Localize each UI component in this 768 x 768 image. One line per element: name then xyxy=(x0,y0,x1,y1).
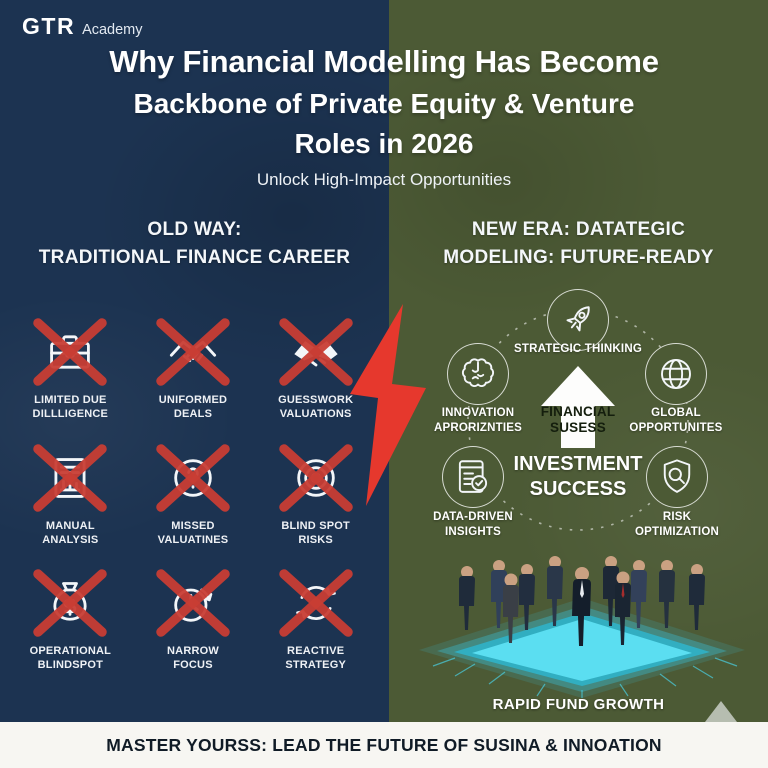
old-item-label: BLINDSPOT xyxy=(37,659,103,672)
checklist-icon xyxy=(458,460,488,493)
old-item-label: DEALS xyxy=(173,408,213,421)
logo-gtr-text: GTR xyxy=(22,13,76,39)
old-item-label: REACTIVE xyxy=(287,645,345,658)
page-title-line3: Roles in 2026 xyxy=(294,128,474,159)
shield-magnifier-icon xyxy=(663,459,691,493)
old-item-label: VALUATINES xyxy=(157,533,229,546)
label-global-opportunities: GLOBAL OPPORTUNITES xyxy=(629,407,723,434)
old-item-label: ANALYSIS xyxy=(42,533,99,546)
old-item-manual-analysis: MANUAL ANALYSIS xyxy=(12,443,129,548)
label-risk-optimization: RISK OPTIMIZATION xyxy=(635,511,719,538)
red-x-icon xyxy=(156,443,230,512)
old-item-label: MANUAL xyxy=(45,519,95,532)
old-item-label: VALUATIONS xyxy=(279,408,352,421)
old-item-label: UNIFORMED xyxy=(158,394,228,406)
brain-icon xyxy=(461,358,495,387)
red-x-icon xyxy=(156,318,230,386)
diagram-node-innovation xyxy=(447,343,509,405)
old-item-label: BLIND SPOT xyxy=(281,519,350,532)
old-item-label: RISKS xyxy=(298,533,333,546)
red-x-icon xyxy=(156,569,230,637)
old-item-label: STRATEGY xyxy=(285,659,346,672)
investment-success-label: INVESTMENT SUCCESS xyxy=(513,453,643,500)
new-era-heading: NEW ERA: DATATEGIC MODELING: FUTURE-READ… xyxy=(389,216,768,271)
old-item-uninformed-deals: UNIFORMED DEALS xyxy=(135,318,252,422)
old-item-label: LIMITED DUE xyxy=(34,394,107,406)
business-people-silhouettes xyxy=(459,556,705,646)
red-x-icon xyxy=(278,318,353,386)
old-item-reactive-strategy: REACTIVE STRATEGY xyxy=(257,569,374,673)
old-way-heading-line1: OLD WAY: xyxy=(147,219,242,240)
team-on-platform-illustration xyxy=(419,556,745,698)
diagram-node-strategic-thinking xyxy=(547,289,609,351)
old-item-label: GUESSWORK xyxy=(278,394,354,406)
old-item-guesswork-valuations: GUESSWORK VALUATIONS xyxy=(257,318,374,422)
title-block: Why Financial Modelling Has Become Backb… xyxy=(0,44,768,190)
footer-text: MASTER YOURSS: LEAD THE FUTURE OF SUSINA… xyxy=(106,734,662,755)
lightning-bolt-icon xyxy=(350,304,426,506)
red-x-icon xyxy=(33,569,108,637)
old-item-blind-spot-risks: BLIND SPOT RISKS xyxy=(257,443,374,548)
footer-bar: MASTER YOURSS: LEAD THE FUTURE OF SUSINA… xyxy=(0,722,768,768)
old-item-label: MISSED xyxy=(171,519,215,532)
new-era-heading-line1: NEW ERA: DATATEGIC xyxy=(471,219,686,240)
rocket-icon xyxy=(566,306,590,332)
label-data-driven-insights: DATA-DRIVEN INSIGHTS xyxy=(433,511,513,538)
page-title-line2: Backbone of Private Equity & Venture xyxy=(133,88,635,119)
circuit-lines xyxy=(432,657,738,698)
page-subtitle: Unlock High-Impact Opportunities xyxy=(256,170,512,189)
old-item-operational-blindspot: OPERATIONAL BLINDSPOT xyxy=(12,569,129,673)
label-innovation: INNOVATION APRORIZNTIES xyxy=(433,407,522,434)
financial-success-label: FINANCIAL SUSESS xyxy=(540,404,616,435)
page-title-line1: Why Financial Modelling Has Become xyxy=(109,44,659,79)
corner-triangle-icon xyxy=(705,701,737,722)
diagram-node-global-opportunities xyxy=(645,343,707,405)
old-item-limited-due-diligence: LIMITED DUE DILLLIGENCE xyxy=(12,318,129,422)
old-item-missed-valuations: MISSED VALUATINES xyxy=(135,443,252,548)
growth-arrow-icon xyxy=(541,366,615,448)
old-way-grid: LIMITED DUE DILLLIGENCE UNIFORMED DEALS xyxy=(12,318,374,673)
new-era-heading-line2: MODELING: FUTURE-READY xyxy=(443,246,714,268)
brand-logo: GTR Academy xyxy=(22,13,143,40)
diagram-node-risk-optimization xyxy=(646,446,708,508)
old-item-label: DILLLIGENCE xyxy=(32,408,109,421)
old-way-heading-line2: TRADITIONAL FINANCE CAREER xyxy=(38,246,351,268)
rapid-fund-growth-caption: RAPID FUND GROWTH xyxy=(492,696,665,713)
old-item-narrow-focus: NARROW FOCUS xyxy=(135,569,252,673)
red-x-icon xyxy=(33,443,108,512)
old-item-label: NARROW xyxy=(167,645,219,658)
old-item-label: OPERATIONAL xyxy=(29,645,112,658)
diagram-node-data-driven-insights xyxy=(442,446,504,508)
logo-academy-text: Academy xyxy=(82,22,143,38)
old-way-heading: OLD WAY: TRADITIONAL FINANCE CAREER xyxy=(0,216,389,271)
globe-icon xyxy=(661,359,691,389)
old-item-label: FOCUS xyxy=(173,659,213,672)
red-x-icon xyxy=(278,443,353,512)
label-strategic-thinking: STRATEGIC THINKING xyxy=(514,343,642,355)
red-x-icon xyxy=(33,318,108,386)
red-x-icon xyxy=(278,569,353,637)
